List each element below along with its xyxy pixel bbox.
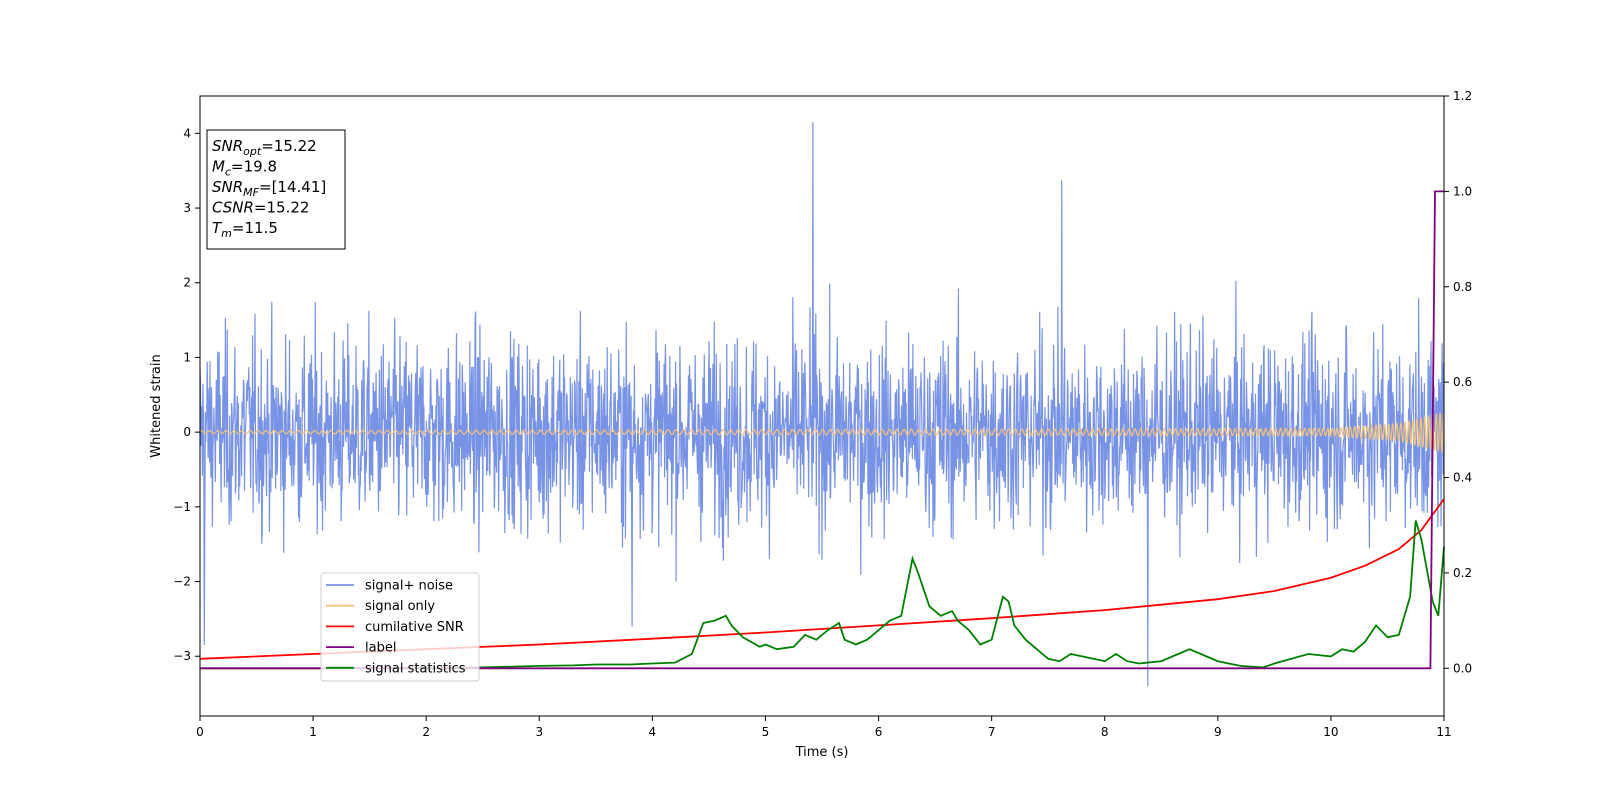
y-right-tick-label: 1.0 [1453,184,1472,198]
y-right-tick-label: 0.8 [1453,280,1472,294]
y-axis-right: 0.0 0.2 0.4 0.6 0.8 1.0 1.2 [1444,89,1472,675]
y-left-tick-label: −3 [173,649,191,663]
legend-entry: label [365,641,396,656]
y-left-tick-label: 4 [183,126,191,140]
series-signal-statistics-line [200,520,1445,670]
x-axis-label: Time (s) [795,745,849,760]
x-tick-label: 11 [1436,725,1451,739]
y-right-tick-label: 1.2 [1453,89,1472,103]
series-cumulative-snr-line [199,498,1445,660]
annotation-line: SNRMF=[14.41] [212,178,326,199]
y-left-tick-label: 1 [183,350,191,364]
annotation-line: SNRopt=15.22 [212,137,317,158]
series-signal-only-line [199,411,1445,453]
y-left-tick-label: 2 [183,276,191,290]
y-axis-left: −3 −2 −1 0 1 2 3 4 [173,126,200,663]
annotation-frame [206,129,346,250]
y-right-tick-label: 0.0 [1453,661,1472,675]
x-tick-label: 5 [762,725,770,739]
legend-entry: signal only [365,599,435,614]
annotation-line: CSNR=15.22 [212,199,309,217]
legend-entry: signal+ noise [365,579,453,594]
x-tick-label: 2 [422,725,430,739]
plot-frame [199,95,1445,717]
x-tick-label: 3 [535,725,543,739]
y-left-tick-label: 0 [183,425,191,439]
series-label-line [200,190,1444,670]
legend-frame [320,572,480,682]
x-tick-label: 9 [1214,725,1222,739]
y-right-tick-label: 0.4 [1453,471,1472,485]
legend: signal+ noise signal only cumilative SNR la… [320,572,480,682]
annotation-line: Mc=19.8 [212,158,277,179]
y-right-tick-label: 0.2 [1453,566,1472,580]
y-left-tick-label: −1 [173,500,191,514]
y-axis-label: Whitened strain [149,354,164,457]
annotation-box: SNRopt=15.22Mc=19.8SNRMF=[14.41]CSNR=15.… [206,129,346,250]
y-right-tick-label: 0.6 [1453,375,1472,389]
series-signal-noise-line [199,122,1445,687]
x-axis: 0 1 2 3 4 5 6 7 8 9 10 11 [196,716,1452,739]
y-left-tick-label: −2 [173,575,191,589]
x-tick-label: 10 [1323,725,1338,739]
x-tick-label: 0 [196,725,204,739]
series-layer [199,122,1445,687]
x-tick-label: 6 [875,725,883,739]
x-tick-label: 7 [988,725,996,739]
x-tick-label: 4 [649,725,657,739]
y-left-tick-label: 3 [183,201,191,215]
annotation-line: Tm=11.5 [212,219,278,240]
legend-entry: signal statistics [365,661,466,676]
x-tick-label: 8 [1101,725,1109,739]
x-tick-label: 1 [309,725,317,739]
legend-entry: cumilative SNR [365,620,464,635]
